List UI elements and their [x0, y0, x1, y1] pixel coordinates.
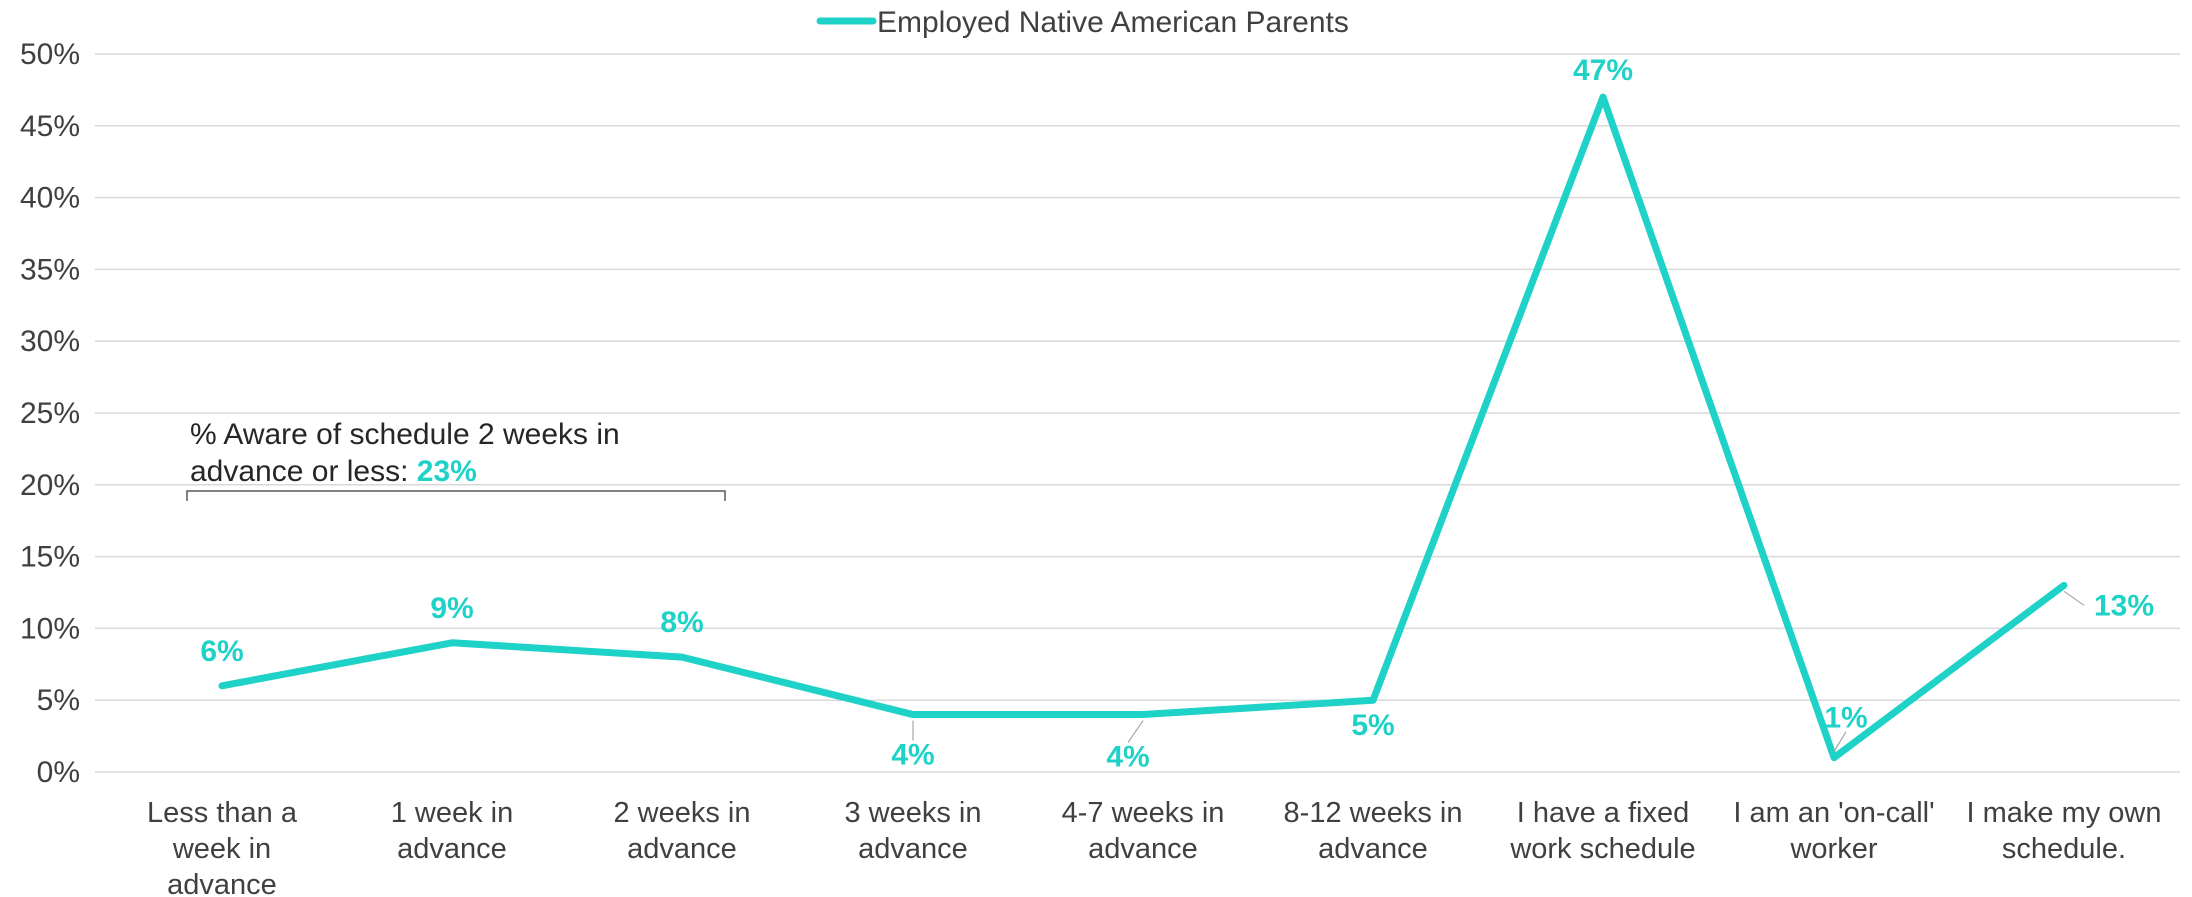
- legend: Employed Native American Parents: [816, 6, 1349, 39]
- data-label: 9%: [430, 592, 473, 625]
- annotation-bracket: [186, 490, 726, 501]
- data-label: 4%: [891, 739, 934, 772]
- y-tick-label: 5%: [37, 684, 80, 717]
- y-tick-label: 10%: [20, 612, 80, 645]
- y-tick-label: 35%: [20, 253, 80, 286]
- x-tick-label-line: 4-7 weeks in: [1062, 797, 1225, 829]
- x-tick-label-line: 8-12 weeks in: [1284, 797, 1463, 829]
- x-tick-label-line: week in: [172, 833, 271, 865]
- annotation-text-prefix: advance or less:: [190, 455, 417, 488]
- x-tick-label-line: schedule.: [2002, 833, 2126, 865]
- x-axis: Less than a week in advance 1 week in advanc…: [147, 797, 2161, 897]
- x-tick-label-line: I have a fixed: [1517, 797, 1690, 829]
- x-tick-label-line: advance: [858, 833, 968, 865]
- y-tick-label: 20%: [20, 469, 80, 502]
- x-tick-label-line: worker: [1789, 833, 1877, 865]
- data-label-leader: [2063, 590, 2085, 606]
- x-tick-label-line: advance: [1318, 833, 1428, 865]
- x-tick-label: I make my own schedule.: [1967, 797, 2162, 865]
- y-tick-label: 40%: [20, 182, 80, 215]
- x-tick-label: Less than a week in advance: [147, 797, 298, 897]
- x-tick-label-line: advance: [1088, 833, 1198, 865]
- x-tick-label: 1 week in advance: [391, 797, 514, 865]
- x-tick-label: 4-7 weeks in advance: [1062, 797, 1225, 865]
- x-tick-label: I am an 'on-call' worker: [1733, 797, 1934, 865]
- data-label: 13%: [2094, 589, 2154, 622]
- x-tick-label: 8-12 weeks in advance: [1284, 797, 1463, 865]
- y-tick-label: 30%: [20, 325, 80, 358]
- x-tick-label-line: 3 weeks in: [844, 797, 981, 829]
- annotation-value: 23%: [417, 455, 477, 488]
- legend-label: Employed Native American Parents: [877, 6, 1349, 39]
- y-axis: 0% 5% 10% 15% 20% 25% 30% 35% 40% 45% 50%: [20, 38, 80, 789]
- y-tick-label: 0%: [37, 756, 80, 789]
- data-label: 4%: [1106, 741, 1149, 774]
- x-tick-label-line: advance: [397, 833, 507, 865]
- x-tick-label-line: advance: [627, 833, 737, 865]
- annotation-text-line2: advance or less: 23%: [190, 455, 477, 488]
- x-tick-label-line: advance: [167, 869, 277, 897]
- data-label: 1%: [1824, 702, 1867, 735]
- x-tick-label: 2 weeks in advance: [613, 797, 750, 865]
- x-tick-label-line: I am an 'on-call': [1733, 797, 1934, 829]
- x-tick-label-line: I make my own: [1967, 797, 2162, 829]
- x-tick-label-line: Less than a: [147, 797, 298, 829]
- series-line: [218, 93, 2068, 762]
- y-tick-label: 15%: [20, 541, 80, 574]
- data-label: 6%: [200, 635, 243, 668]
- data-label: 8%: [660, 606, 703, 639]
- y-tick-label: 25%: [20, 397, 80, 430]
- annotation: % Aware of schedule 2 weeks in advance or…: [186, 418, 726, 501]
- data-label-leader: [1127, 720, 1144, 743]
- y-tick-label: 45%: [20, 110, 80, 143]
- series: 6% 9% 8% 4% 4% 5% 47% 1% 13%: [200, 54, 2154, 773]
- x-tick-label-line: 1 week in: [391, 797, 514, 829]
- x-tick-label: 3 weeks in advance: [844, 797, 981, 865]
- data-label: 5%: [1351, 709, 1394, 742]
- data-label-leader: [1833, 731, 1847, 752]
- x-tick-label: I have a fixed work schedule: [1509, 797, 1695, 865]
- data-label: 47%: [1573, 54, 1633, 87]
- annotation-text-line1: % Aware of schedule 2 weeks in: [190, 418, 620, 451]
- y-tick-label: 50%: [20, 38, 80, 71]
- gridlines: [95, 53, 2180, 773]
- x-tick-label-line: work schedule: [1509, 833, 1695, 865]
- x-tick-label-line: 2 weeks in: [613, 797, 750, 829]
